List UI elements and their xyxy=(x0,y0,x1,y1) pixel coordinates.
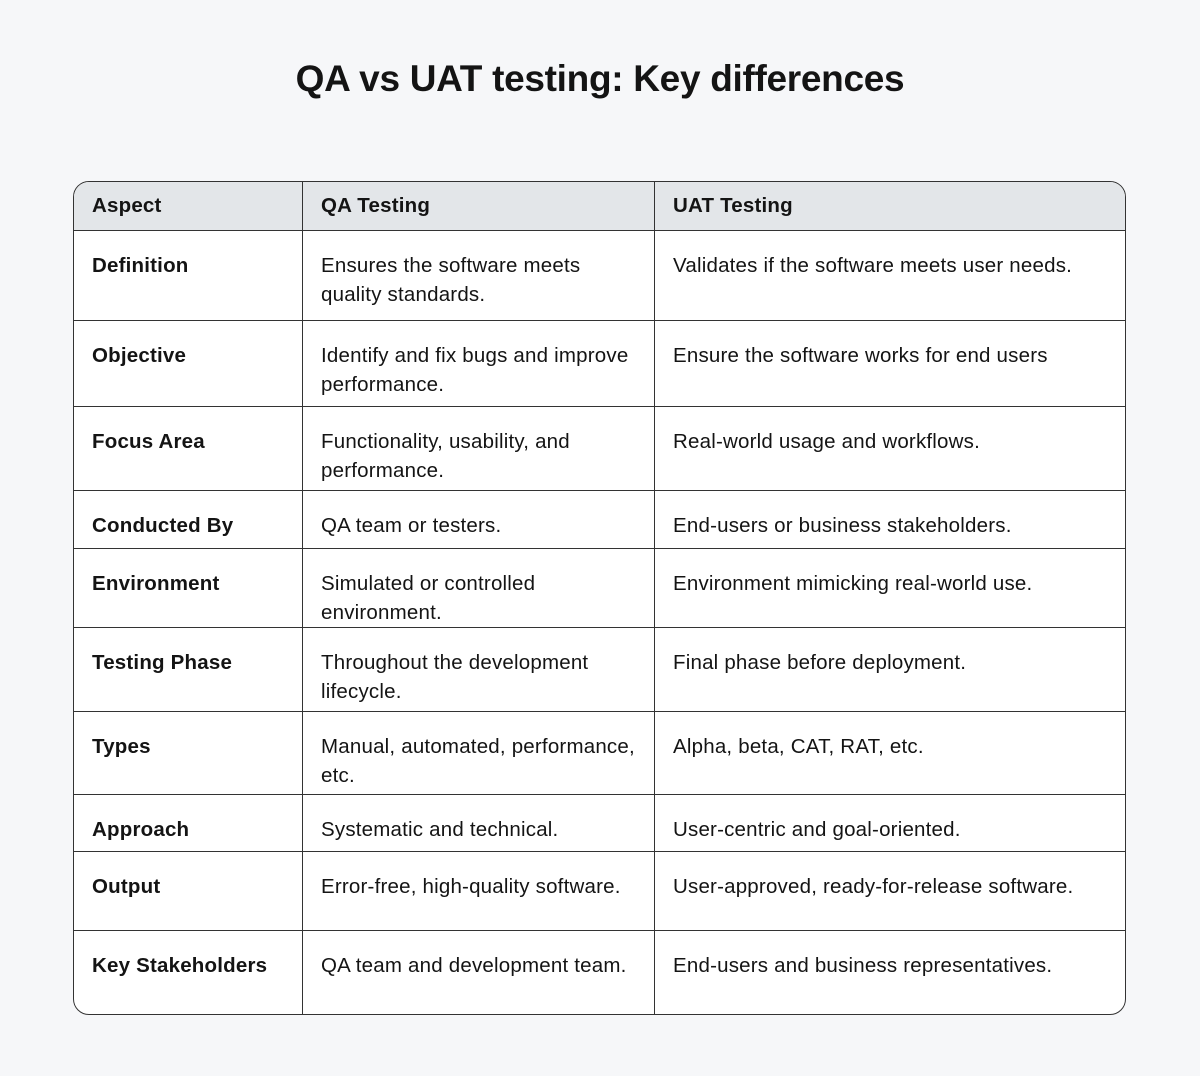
qa-cell: Systematic and technical. xyxy=(303,795,655,851)
table-header: Aspect QA Testing UAT Testing xyxy=(74,182,1125,230)
aspect-cell: Definition xyxy=(74,231,303,320)
qa-cell: Error-free, high-quality software. xyxy=(303,852,655,930)
aspect-cell: Conducted By xyxy=(74,491,303,548)
qa-cell: Throughout the development lifecycle. xyxy=(303,628,655,711)
table-row: Focus Area Functionality, usability, and … xyxy=(74,406,1125,490)
uat-cell: User-approved, ready-for-release softwar… xyxy=(673,875,1074,898)
header-uat-testing: UAT Testing xyxy=(673,194,793,217)
aspect-cell: Types xyxy=(74,712,303,794)
uat-cell: Validates if the software meets user nee… xyxy=(673,254,1073,277)
table-row: Environment Simulated or controlled envir… xyxy=(74,548,1125,627)
table-row: Approach Systematic and technical. User-ce… xyxy=(74,794,1125,851)
aspect-cell: Objective xyxy=(74,321,303,406)
qa-cell: Manual, automated, performance, etc. xyxy=(303,712,655,794)
uat-cell: Alpha, beta, CAT, RAT, etc. xyxy=(673,735,924,758)
aspect-cell: Focus Area xyxy=(74,407,303,490)
uat-cell: End-users or business stakeholders. xyxy=(673,514,1012,537)
table-row: Output Error-free, high-quality software.… xyxy=(74,851,1125,930)
table-row: Types Manual, automated, performance, etc… xyxy=(74,711,1125,794)
aspect-cell: Approach xyxy=(74,795,303,851)
table-row: Definition Ensures the software meets qua… xyxy=(74,230,1125,320)
uat-cell: Final phase before deployment. xyxy=(673,651,967,674)
table-row: Objective Identify and fix bugs and impro… xyxy=(74,320,1125,406)
uat-cell: User-centric and goal-oriented. xyxy=(673,818,961,841)
uat-cell: Ensure the software works for end users xyxy=(673,344,1048,367)
aspect-cell: Key Stakeholders xyxy=(74,931,303,1014)
header-aspect: Aspect xyxy=(74,182,303,230)
aspect-cell: Testing Phase xyxy=(74,628,303,711)
qa-cell: Identify and fix bugs and improve perfor… xyxy=(303,321,655,406)
qa-cell: QA team or testers. xyxy=(303,491,655,548)
qa-cell: Simulated or controlled environment. xyxy=(303,549,655,627)
table-row: Conducted By QA team or testers. End-users… xyxy=(74,490,1125,548)
aspect-cell: Output xyxy=(74,852,303,930)
header-qa-testing: QA Testing xyxy=(303,182,655,230)
uat-cell: End-users and business representatives. xyxy=(673,954,1053,977)
qa-cell: Ensures the software meets quality stand… xyxy=(303,231,655,320)
uat-cell: Environment mimicking real-world use. xyxy=(673,572,1033,595)
aspect-cell: Environment xyxy=(74,549,303,627)
comparison-table: Aspect QA Testing UAT Testing Definition… xyxy=(73,181,1126,1015)
table-row: Key Stakeholders QA team and development … xyxy=(74,930,1125,1014)
qa-cell: QA team and development team. xyxy=(303,931,655,1014)
qa-cell: Functionality, usability, and performanc… xyxy=(303,407,655,490)
table-row: Testing Phase Throughout the development … xyxy=(74,627,1125,711)
uat-cell: Real-world usage and workflows. xyxy=(673,430,981,453)
page-title: QA vs UAT testing: Key differences xyxy=(295,58,905,99)
